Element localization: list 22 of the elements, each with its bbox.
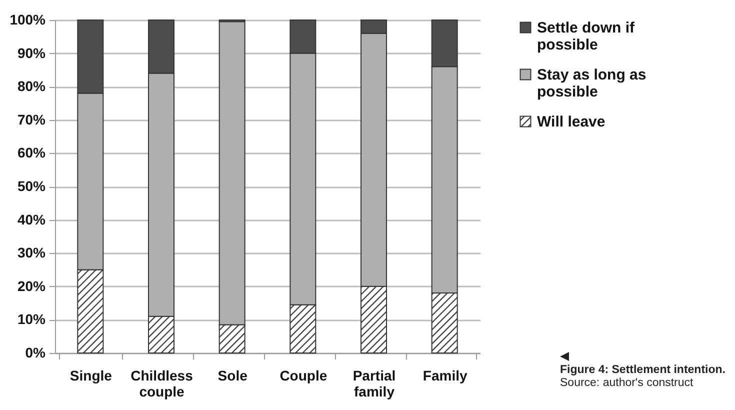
- caption: Figure 4: Settlement intention.: [560, 364, 726, 376]
- x-tick-label: Single: [70, 368, 112, 384]
- y-tick-label: 70%: [17, 111, 46, 128]
- y-tick-label: 80%: [17, 78, 46, 94]
- legend-label: Will leave: [537, 114, 606, 130]
- x-tick-label: Family: [422, 368, 468, 384]
- y-tick-label: 0%: [25, 344, 46, 360]
- y-tick-label: 60%: [17, 144, 46, 161]
- y-tick-label: 50%: [17, 178, 46, 194]
- x-tick-label: Couple: [280, 368, 328, 384]
- x-tick-label: Partial family: [352, 368, 396, 400]
- source-note: Source: author's construct: [560, 377, 694, 389]
- y-tick-label: 30%: [17, 244, 46, 261]
- x-tick-label: Childless couple: [130, 368, 194, 400]
- x-tick-label: Sole: [218, 368, 248, 384]
- y-tick-label: 90%: [17, 44, 46, 61]
- y-tick-label: 10%: [17, 311, 46, 328]
- y-tick-label: 20%: [17, 278, 46, 294]
- y-tick-label: 40%: [17, 211, 46, 228]
- legend-label: Stay as long as possible: [537, 66, 646, 100]
- y-tick-label: 100%: [10, 12, 46, 28]
- legend-label: Settle down if possible: [537, 20, 636, 54]
